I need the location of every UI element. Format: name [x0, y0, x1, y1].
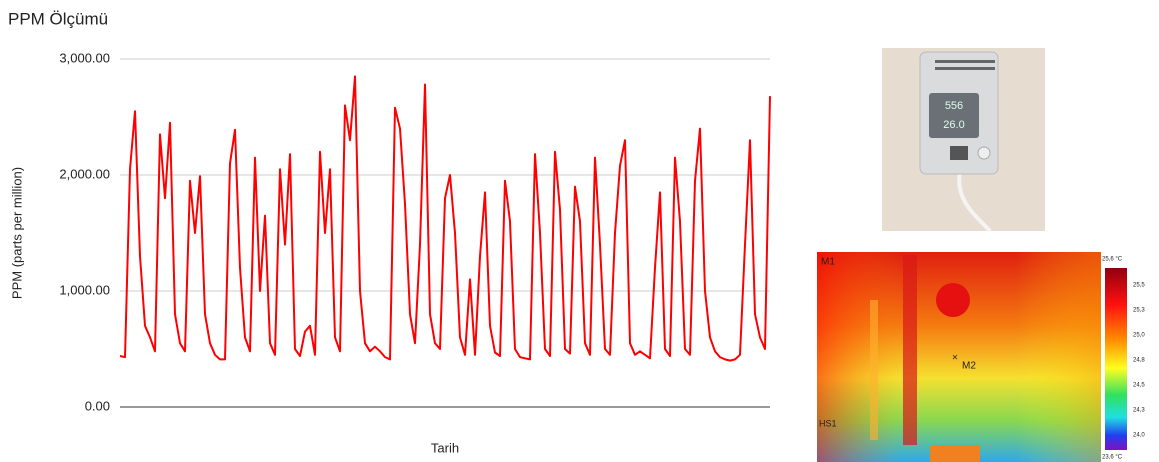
y-axis-label: PPM (parts per million): [9, 167, 24, 299]
chart-title: PPM Ölçümü: [8, 9, 108, 28]
thermal-marker: M1: [821, 257, 835, 268]
thermal-cross: ×: [952, 353, 958, 364]
thermal-marker: M2: [962, 361, 976, 372]
ppm-line: [119, 75, 771, 362]
scale-tick-label: 24,5: [1133, 383, 1145, 389]
device-photo: 556 26.0: [882, 48, 1045, 233]
scale-tick-label: 24,0: [1133, 433, 1145, 439]
y-tick-label: 0.00: [85, 398, 110, 413]
scale-max: 25,6 °C: [1102, 257, 1123, 263]
y-tick-label: 3,000.00: [59, 50, 110, 65]
scale-tick-label: 24,8: [1133, 358, 1145, 364]
device-reading: 556: [945, 100, 963, 112]
scale-tick-label: 25,0: [1133, 333, 1145, 339]
y-tick-label: 1,000.00: [59, 282, 110, 297]
y-tick-label: 2,000.00: [59, 166, 110, 181]
scale-tick-label: 25,3: [1133, 308, 1145, 314]
scale-tick-label: 25,5: [1133, 283, 1145, 289]
thermal-image: M1 × M2 HS1 25,6 °C 23,6 °C: [817, 252, 1159, 462]
scale-min: 23,6 °C: [1102, 455, 1123, 461]
thermal-marker: HS1: [819, 418, 837, 428]
scale-tick-label: 24,3: [1133, 408, 1145, 414]
device-reading: 26.0: [943, 119, 964, 131]
x-axis-label: Tarih: [431, 440, 459, 455]
